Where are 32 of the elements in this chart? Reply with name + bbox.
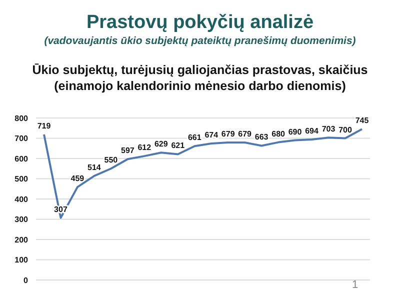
y-tick-label: 200	[14, 235, 29, 244]
data-label: 719	[37, 121, 52, 130]
y-tick-label: 400	[14, 194, 29, 204]
y-tick-label: 300	[14, 215, 29, 224]
data-label: 459	[70, 174, 85, 184]
data-label: 745	[355, 116, 370, 126]
data-label: 674	[204, 130, 219, 140]
chart-subtitle: (vadovaujantis ūkio subjektų pateiktų pranešimų duomenimis)	[43, 35, 357, 47]
y-tick-label: 700	[14, 134, 29, 144]
y-tick-label: 100	[14, 256, 29, 265]
text: Ūkio subjektų, turėjusių galiojančias prastovas, skaičius (einamojo kalendorinio mėnesio darbo dienomis)	[31, 62, 369, 94]
data-label: 612	[138, 143, 152, 152]
data-label: 597	[121, 146, 135, 156]
chart-title: Prastovų pokyčių analizė	[85, 12, 315, 34]
data-label: 680	[272, 129, 286, 138]
data-label: 700	[338, 125, 352, 134]
annotation: 1	[352, 279, 358, 291]
y-tick-label: 800	[14, 114, 29, 123]
y-tick-label: 500	[14, 174, 29, 184]
data-label: 621	[171, 141, 186, 150]
data-label: 661	[188, 133, 202, 142]
y-tick-label: 600	[14, 154, 29, 164]
data-label: 690	[288, 127, 302, 136]
data-label: 694	[305, 126, 320, 136]
y-tick-label: 0	[24, 276, 29, 285]
data-label: 679	[221, 130, 236, 139]
data-label: 550	[104, 156, 118, 165]
data-label: 629	[154, 140, 168, 149]
data-label: 703	[322, 124, 336, 134]
data-label: 663	[254, 132, 269, 142]
data-label: 514	[88, 162, 102, 172]
data-label: 679	[238, 130, 252, 139]
